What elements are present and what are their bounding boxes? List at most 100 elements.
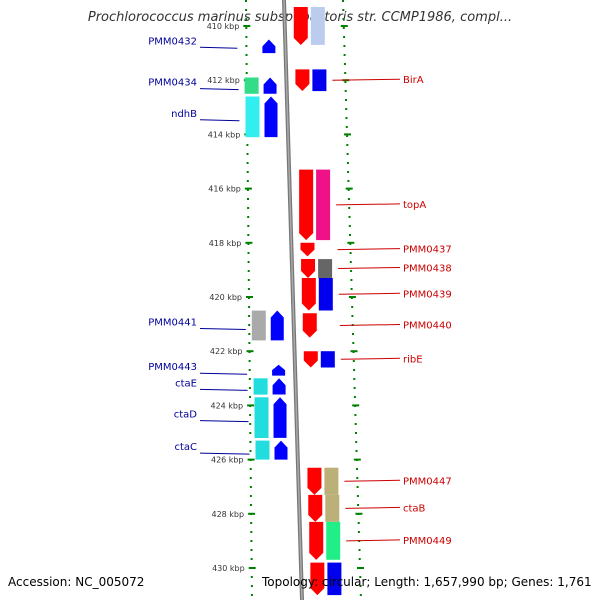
kbp-tick: [347, 241, 355, 244]
kbp-tick: [243, 25, 251, 27]
kbp-tick: [245, 241, 253, 244]
guide-dot: [359, 576, 362, 578]
guide-dot: [351, 306, 354, 308]
kbp-tick: [355, 512, 363, 515]
gene-label-reverse: PMM0437: [403, 245, 452, 256]
cds-reverse: [300, 242, 315, 257]
cog-bar: [244, 77, 259, 94]
cds-forward: [264, 96, 278, 138]
guide-dot: [353, 369, 356, 371]
cds-forward: [262, 39, 276, 54]
cog-bar: [312, 69, 327, 92]
cds-forward: [273, 397, 287, 438]
gene-label-reverse: ribE: [403, 354, 423, 365]
guide-dot: [250, 504, 252, 506]
guide-dot: [344, 81, 347, 83]
guide-dot: [358, 549, 361, 551]
cog-bar: [310, 7, 325, 45]
guide-dot: [248, 315, 251, 317]
kbp-label: 414 kbp: [208, 130, 241, 139]
cog-bar: [251, 310, 266, 341]
kbp-label: 410 kbp: [207, 22, 240, 31]
guide-dot: [249, 432, 252, 434]
guide-dot: [343, 54, 346, 56]
kbp-label: 412 kbp: [207, 76, 240, 85]
guide-dot: [247, 198, 249, 200]
cog-bar: [320, 351, 335, 368]
cds-reverse: [310, 562, 325, 596]
gene-leader-line: [199, 88, 239, 91]
kbp-tick: [246, 296, 253, 298]
cds-reverse: [303, 351, 318, 368]
cog-bar: [326, 521, 341, 560]
labels-layer: 410 kbp 412 kbp 414 kbp 416 kbp 418 kbp 420 k…: [148, 22, 452, 573]
guide-dot: [355, 450, 358, 452]
guide-dot: [345, 117, 348, 119]
cog-bar: [245, 96, 260, 138]
gene-leader-line: [199, 452, 250, 455]
guide-dot: [347, 180, 350, 182]
guide-dot: [355, 441, 358, 443]
guide-dot: [353, 387, 356, 389]
gene-label-forward: PMM0441: [148, 318, 197, 329]
guide-dot: [250, 558, 253, 560]
kbp-tick: [340, 25, 348, 27]
cds-forward: [270, 310, 284, 341]
guide-dot: [357, 531, 360, 533]
kbp-label: 424 kbp: [210, 401, 243, 410]
guide-dot: [247, 243, 250, 245]
kbp-label: 420 kbp: [209, 293, 242, 302]
kbp-label: 428 kbp: [211, 510, 244, 519]
guide-dot: [245, 45, 248, 47]
gene-label-reverse: PMM0440: [403, 321, 452, 332]
guide-dot: [344, 72, 347, 74]
kbp-tick: [348, 296, 356, 298]
guide-dot: [350, 279, 353, 281]
cog-bar: [318, 278, 333, 311]
gene-label-forward: ctaC: [174, 442, 197, 453]
guide-dot: [245, 9, 248, 11]
guide-dot: [247, 270, 250, 272]
guide-dot: [249, 414, 252, 416]
gene-leader-line: [336, 203, 401, 206]
guide-dot: [247, 225, 250, 227]
guide-dot: [246, 144, 249, 146]
guide-dot: [349, 243, 352, 245]
gene-leader-line: [199, 372, 248, 375]
guide-dot: [245, 72, 248, 74]
kbp-tick: [352, 404, 360, 407]
cds-reverse: [293, 7, 308, 45]
guide-dot: [249, 450, 252, 452]
guide-dot: [246, 153, 249, 155]
guide-dot: [347, 198, 350, 200]
guide-dot: [248, 378, 251, 380]
guide-dot: [352, 333, 354, 335]
guide-dot: [345, 126, 348, 128]
gene-label-reverse: PMM0439: [403, 289, 452, 300]
gene-leader-line: [338, 292, 401, 295]
guide-dot: [343, 36, 346, 38]
guide-dot: [248, 369, 251, 371]
kbp-tick: [246, 350, 254, 353]
guide-dot: [250, 576, 253, 578]
guide-dot: [343, 45, 346, 47]
gene-leader-line: [346, 539, 401, 542]
kbp-tick: [345, 187, 353, 190]
guide-dot: [249, 396, 251, 398]
guide-dot: [250, 522, 253, 524]
guide-dot: [250, 549, 253, 551]
guide-dot: [245, 18, 248, 20]
cog-bar: [316, 169, 331, 241]
cds-reverse: [307, 467, 322, 495]
guide-dot: [346, 135, 349, 137]
guide-dot: [345, 99, 347, 101]
guide-dot: [352, 360, 355, 362]
cog-bar: [253, 378, 268, 395]
guide-dot: [245, 36, 248, 38]
guide-dot: [358, 558, 361, 560]
gene-leader-line: [338, 267, 401, 269]
cds-reverse: [301, 259, 316, 279]
cds-reverse: [301, 278, 316, 311]
gene-label-forward: PMM0443: [148, 362, 197, 373]
cds-forward: [272, 364, 286, 376]
